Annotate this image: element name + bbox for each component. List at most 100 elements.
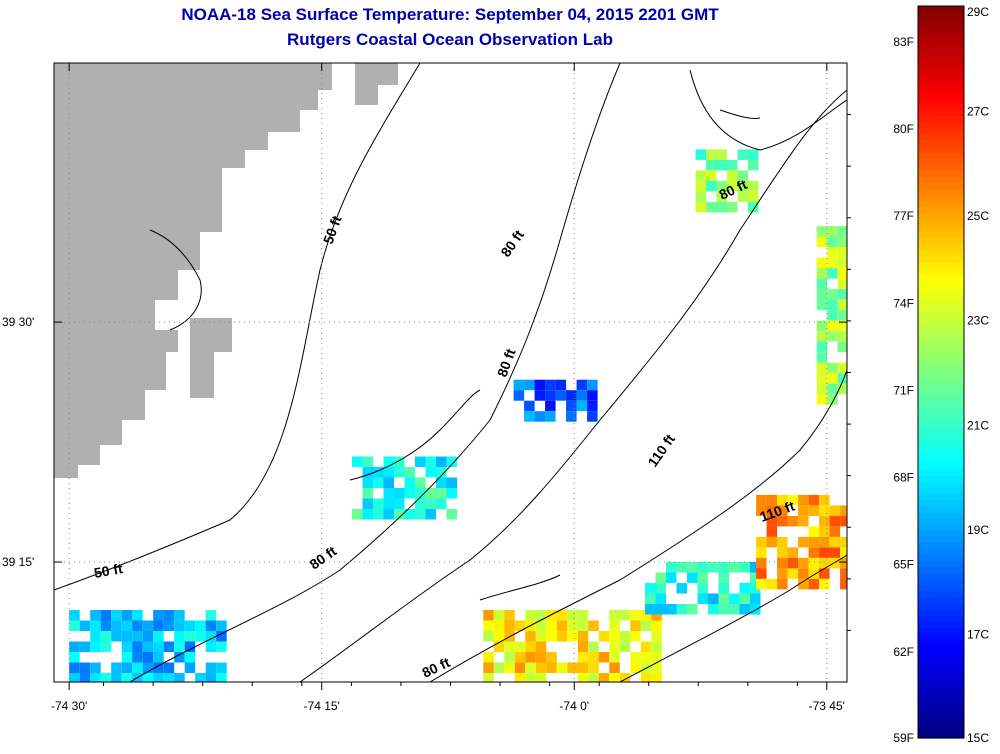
colorbar-strip [918, 408, 964, 416]
colorbar-strip [918, 597, 964, 605]
sst-pixel [525, 662, 536, 673]
sst-pixel [706, 149, 717, 160]
sst-pixel [394, 467, 405, 478]
colorbar-strip [918, 725, 964, 733]
sst-pixel [819, 505, 830, 516]
sst-pixel [748, 180, 759, 192]
sst-map: -74 30' -74 15' -74 0' -73 45'39 30'39 15' … [2, 62, 851, 713]
sst-pixel [640, 610, 652, 621]
sst-pixel [798, 568, 809, 579]
sst-pixel [153, 641, 164, 652]
sst-pixel [766, 494, 778, 506]
colorbar-celsius-label: 23C [967, 314, 989, 328]
sst-pixel [808, 494, 820, 506]
sst-pixel [556, 610, 568, 621]
sst-pixel [545, 379, 556, 391]
colorbar-strip [918, 524, 964, 532]
sst-pixel [837, 373, 847, 384]
sst-pixel [153, 610, 164, 621]
colorbar-strip [918, 652, 964, 660]
colorbar-strip [918, 256, 964, 263]
sst-pixel [132, 631, 143, 642]
sst-pixel [555, 379, 567, 391]
sst-pixel [727, 159, 738, 171]
colorbar-strip [918, 146, 964, 153]
sst-pixel [216, 662, 227, 673]
colorbar-strip [918, 329, 964, 336]
colorbar-strip [918, 18, 964, 25]
depth-contour [129, 63, 621, 682]
sst-pixel [676, 562, 687, 573]
sst-pixel [513, 390, 525, 401]
depth-contour [54, 63, 421, 591]
sst-pixel [69, 641, 80, 652]
sst-pixel [184, 631, 196, 642]
sst-pixel [695, 170, 706, 181]
colorbar-strip [918, 268, 964, 275]
sst-pixel [676, 604, 687, 615]
sst-pixel [525, 652, 536, 663]
sst-pixel [142, 652, 154, 663]
sst-pixel [808, 557, 820, 569]
sst-pixel [827, 394, 838, 405]
sst-pixel [837, 257, 847, 269]
sst-pixel [819, 568, 830, 579]
sst-pixel [609, 641, 620, 652]
colorbar-strip [918, 713, 964, 721]
sst-pixel [121, 610, 133, 621]
x-tick-label: -74 30' [51, 699, 87, 713]
sst-pixel [808, 536, 820, 548]
sst-pixel [425, 509, 436, 520]
colorbar-strip [918, 30, 964, 38]
colorbar-strip [918, 262, 964, 269]
sst-pixel [687, 562, 698, 573]
sst-pixel [525, 673, 536, 682]
sst-pixel [436, 488, 447, 499]
sst-pixel [425, 488, 436, 499]
sst-pixel [566, 390, 577, 401]
sst-pixel [195, 673, 206, 682]
colorbar-strip [918, 115, 964, 123]
sst-pixel [404, 509, 415, 520]
colorbar-celsius-label: 21C [967, 418, 989, 432]
colorbar-strip [918, 555, 964, 562]
sst-pixel [697, 572, 708, 583]
sst-pixel [808, 547, 820, 558]
sst-pixel [567, 610, 578, 621]
sst-pixel [645, 593, 656, 604]
sst-pixel [716, 180, 727, 192]
sst-pixel [535, 662, 547, 673]
colorbar-strip [918, 433, 964, 440]
colorbar-strip [918, 128, 964, 135]
colorbar-fahrenheit-label: 74F [893, 296, 914, 310]
sst-pixel [695, 191, 706, 202]
sst-pixel [545, 411, 556, 422]
sst-pixel [352, 509, 363, 520]
depth-contour [349, 389, 481, 481]
colorbar-strip [918, 628, 964, 635]
sst-pixel [756, 568, 767, 579]
sst-pixel [216, 620, 227, 631]
colorbar-strip [918, 12, 964, 19]
colorbar-strip [918, 280, 964, 288]
sst-pixel [555, 390, 567, 401]
sst-pixel [546, 662, 557, 673]
colorbar-strip [918, 359, 964, 367]
x-tick-label: -73 45' [809, 699, 845, 713]
sst-pixel [766, 526, 778, 537]
sst-pixel [716, 201, 727, 213]
bathymetry-contours [54, 63, 847, 682]
sst-pixel [827, 236, 838, 248]
sst-pixel [651, 620, 662, 631]
sst-pixel [645, 583, 656, 594]
sst-pixel [195, 620, 206, 631]
sst-pixel [394, 509, 405, 520]
sst-pixel [666, 572, 677, 583]
sst-pixel [816, 362, 828, 374]
sst-pixel [687, 604, 698, 615]
colorbar-strip [918, 719, 964, 727]
sst-pixel [840, 505, 847, 516]
sst-pixel [587, 400, 598, 412]
colorbar-strip [918, 60, 964, 68]
sst-pixel [504, 641, 515, 652]
